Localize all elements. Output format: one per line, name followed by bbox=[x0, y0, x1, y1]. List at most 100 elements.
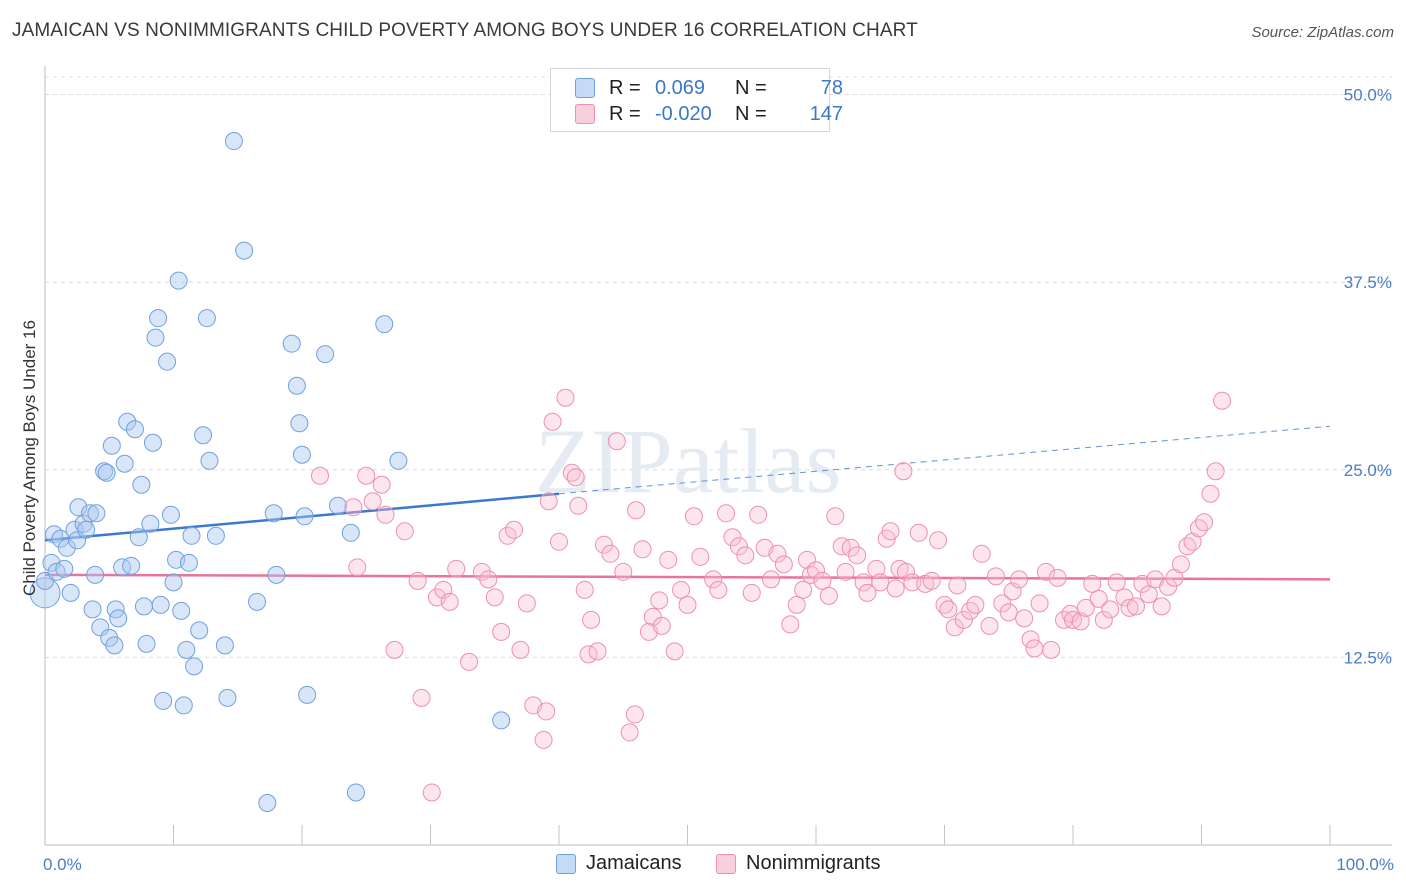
legend-r-value: 0.069 bbox=[655, 76, 706, 99]
jamaican-point bbox=[161, 505, 180, 524]
jamaican-point bbox=[137, 634, 156, 653]
nonimmigrant-point bbox=[841, 538, 860, 557]
nonimmigrant-point bbox=[537, 702, 556, 721]
jamaican-point bbox=[290, 414, 309, 433]
nonimmigrant-point bbox=[1206, 462, 1225, 481]
nonimmigrant-point bbox=[511, 640, 530, 659]
nonimmigrant-point bbox=[794, 580, 813, 599]
legend-row-jamaicans: R = 0.069 N = 78 bbox=[575, 76, 843, 100]
jamaican-point bbox=[174, 696, 193, 715]
nonimmigrant-point bbox=[1126, 597, 1145, 616]
nonimmigrant-point bbox=[896, 562, 915, 581]
nonimmigrant-point bbox=[691, 547, 710, 566]
jamaican-point bbox=[118, 412, 137, 431]
jamaican-point bbox=[206, 526, 225, 545]
jamaican-point bbox=[492, 711, 511, 730]
bottom-swatch-pink bbox=[716, 853, 736, 874]
nonimmigrant-point bbox=[954, 610, 973, 629]
jamaican-point bbox=[154, 691, 173, 710]
watermark: ZIPatlas bbox=[535, 410, 842, 512]
nonimmigrant-point bbox=[665, 642, 684, 661]
jamaican-point bbox=[185, 657, 204, 676]
nonimmigrant-point bbox=[1076, 598, 1095, 617]
nonimmigrant-point bbox=[1213, 391, 1232, 410]
nonimmigrant-point bbox=[1042, 640, 1061, 659]
nonimmigrant-point bbox=[709, 580, 728, 599]
nonimmigrant-point bbox=[848, 546, 867, 565]
nonimmigrant-point bbox=[993, 594, 1012, 613]
nonimmigrant-point bbox=[395, 522, 414, 541]
nonimmigrant-point bbox=[614, 562, 633, 581]
jamaican-point bbox=[143, 433, 162, 452]
nonimmigrant-point bbox=[1107, 573, 1126, 592]
nonimmigrant-point bbox=[1071, 612, 1090, 631]
nonimmigrant-point bbox=[372, 475, 391, 494]
jamaican-point bbox=[109, 609, 128, 628]
y-tick-label: 12.5% bbox=[1344, 648, 1392, 667]
jamaican-point bbox=[68, 531, 87, 550]
nonimmigrant-point bbox=[1089, 589, 1108, 608]
nonimmigrant-point bbox=[1201, 484, 1220, 503]
jamaican-point bbox=[80, 504, 99, 523]
jamaican-point bbox=[316, 345, 335, 364]
jamaican-point bbox=[115, 454, 134, 473]
jamaican-trend-line bbox=[44, 492, 560, 542]
jamaican-point bbox=[258, 793, 277, 812]
jamaican-point bbox=[215, 636, 234, 655]
axes bbox=[44, 66, 1392, 846]
jamaican-point bbox=[389, 451, 408, 470]
jamaican-point bbox=[293, 445, 311, 464]
data-points bbox=[29, 132, 1232, 812]
nonimmigrant-point bbox=[717, 504, 736, 523]
nonimmigrant-point bbox=[539, 492, 558, 511]
nonimmigrant-point bbox=[620, 723, 639, 742]
jamaican-point bbox=[169, 271, 188, 290]
nonimmigrant-point bbox=[575, 580, 594, 599]
nonimmigrant-point bbox=[485, 588, 504, 607]
nonimmigrant-point bbox=[972, 544, 991, 563]
nonimmigrant-point bbox=[813, 571, 832, 590]
gridlines bbox=[45, 76, 1392, 658]
nonimmigrant-point bbox=[385, 640, 404, 659]
nonimmigrant-point bbox=[986, 567, 1005, 586]
jamaican-point bbox=[235, 241, 254, 260]
nonimmigrant-point bbox=[543, 412, 562, 431]
jamaican-point bbox=[132, 475, 151, 494]
jamaican-point bbox=[97, 463, 116, 482]
legend-n-label: N = bbox=[735, 76, 767, 99]
nonimmigrant-point bbox=[781, 615, 800, 634]
jamaican-point bbox=[55, 559, 74, 578]
jamaican-point bbox=[61, 583, 80, 602]
nonimmigrant-point bbox=[460, 652, 479, 671]
jamaican-point bbox=[146, 328, 165, 347]
nonimmigrant-point bbox=[627, 501, 646, 520]
nonimmigrant-point bbox=[1015, 609, 1034, 628]
jamaican-point bbox=[164, 573, 183, 592]
bottom-legend-jamaicans: Jamaicans bbox=[556, 852, 682, 875]
legend-r-label: R = bbox=[609, 76, 641, 99]
nonimmigrant-point bbox=[807, 561, 825, 580]
nonimmigrant-point bbox=[980, 616, 999, 635]
nonimmigrant-point bbox=[774, 555, 793, 574]
nonimmigrant-point bbox=[582, 610, 601, 629]
jamaican-point bbox=[134, 597, 153, 616]
legend-n-value: 147 bbox=[809, 102, 843, 125]
nonimmigrant-point bbox=[659, 550, 678, 569]
jamaican-point bbox=[149, 309, 168, 328]
nonimmigrant-point bbox=[566, 468, 585, 487]
jamaican-point bbox=[102, 436, 121, 455]
tick-labels: 12.5% 25.0% 37.5% 50.0% 0.0% 100.0% bbox=[43, 86, 1394, 874]
nonimmigrant-point bbox=[652, 616, 671, 635]
jamaican-trend-extension bbox=[558, 425, 1331, 495]
nonimmigrant-point bbox=[881, 522, 900, 541]
jamaican-point bbox=[105, 636, 124, 655]
y-tick-label: 50.0% bbox=[1344, 86, 1392, 105]
nonimmigrant-point bbox=[594, 535, 613, 554]
jamaican-point bbox=[83, 600, 102, 619]
nonimmigrant-point bbox=[344, 498, 363, 517]
jamaican-point bbox=[91, 618, 110, 637]
nonimmigrant-point bbox=[768, 544, 787, 563]
jamaican-point bbox=[287, 376, 306, 395]
legend-n-label: N = bbox=[735, 102, 767, 125]
jamaican-point bbox=[125, 420, 144, 439]
